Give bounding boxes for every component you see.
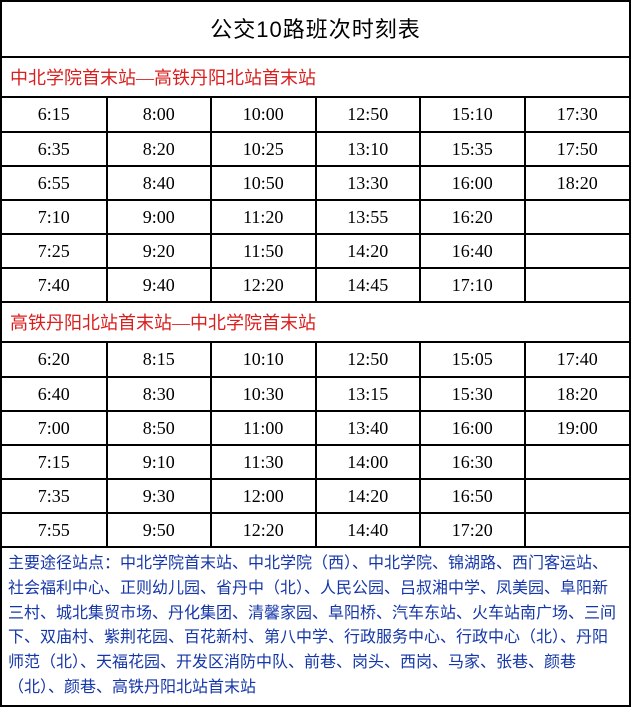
- time-cell: 12:50: [316, 98, 421, 132]
- timetable-container: 公交10路班次时刻表 中北学院首末站—高铁丹阳北站首末站 6:158:0010:…: [0, 0, 631, 707]
- time-cell: 8:15: [107, 343, 212, 377]
- time-cell: 10:25: [211, 132, 316, 166]
- time-cell: [525, 479, 630, 513]
- time-cell: 14:20: [316, 479, 421, 513]
- time-cell: 6:35: [2, 132, 107, 166]
- time-cell: 8:50: [107, 411, 212, 445]
- time-cell: 7:35: [2, 479, 107, 513]
- time-cell: 9:50: [107, 513, 212, 547]
- time-cell: 8:40: [107, 166, 212, 200]
- time-cell: 7:55: [2, 513, 107, 547]
- direction-a-table: 6:158:0010:0012:5015:1017:306:358:2010:2…: [2, 98, 629, 303]
- time-cell: 17:40: [525, 343, 630, 377]
- time-cell: 8:20: [107, 132, 212, 166]
- time-cell: 14:00: [316, 445, 421, 479]
- table-row: 6:358:2010:2513:1015:3517:50: [2, 132, 629, 166]
- notes-text: 中北学院首末站、中北学院（西）、中北学院、锦湖路、西门客运站、社会福利中心、正则…: [8, 555, 616, 696]
- time-cell: 16:50: [420, 479, 525, 513]
- time-cell: 12:20: [211, 268, 316, 302]
- time-cell: 16:40: [420, 234, 525, 268]
- time-cell: 11:20: [211, 200, 316, 234]
- time-cell: 11:30: [211, 445, 316, 479]
- table-row: 6:558:4010:5013:3016:0018:20: [2, 166, 629, 200]
- time-cell: 10:30: [211, 377, 316, 411]
- table-row: 6:408:3010:3013:1515:3018:20: [2, 377, 629, 411]
- page-title: 公交10路班次时刻表: [2, 2, 629, 58]
- time-cell: 10:00: [211, 98, 316, 132]
- time-cell: 13:15: [316, 377, 421, 411]
- time-cell: 16:00: [420, 411, 525, 445]
- table-row: 7:109:0011:2013:5516:20: [2, 200, 629, 234]
- time-cell: 11:50: [211, 234, 316, 268]
- time-cell: 15:10: [420, 98, 525, 132]
- table-row: 6:208:1510:1012:5015:0517:40: [2, 343, 629, 377]
- time-cell: [525, 200, 630, 234]
- table-row: 6:158:0010:0012:5015:1017:30: [2, 98, 629, 132]
- direction-b-table: 6:208:1510:1012:5015:0517:406:408:3010:3…: [2, 343, 629, 548]
- time-cell: 16:20: [420, 200, 525, 234]
- time-cell: 6:40: [2, 377, 107, 411]
- time-cell: 13:40: [316, 411, 421, 445]
- time-cell: [525, 234, 630, 268]
- time-cell: 12:00: [211, 479, 316, 513]
- time-cell: 13:30: [316, 166, 421, 200]
- time-cell: 17:50: [525, 132, 630, 166]
- time-cell: 17:30: [525, 98, 630, 132]
- time-cell: 10:10: [211, 343, 316, 377]
- stops-notes: 主要途径站点：中北学院首末站、中北学院（西）、中北学院、锦湖路、西门客运站、社会…: [2, 548, 629, 707]
- time-cell: 6:15: [2, 98, 107, 132]
- time-cell: 17:10: [420, 268, 525, 302]
- table-row: 7:259:2011:5014:2016:40: [2, 234, 629, 268]
- time-cell: 9:20: [107, 234, 212, 268]
- time-cell: 7:10: [2, 200, 107, 234]
- time-cell: 8:30: [107, 377, 212, 411]
- direction-b-header: 高铁丹阳北站首末站—中北学院首末站: [2, 303, 629, 343]
- time-cell: 18:20: [525, 166, 630, 200]
- time-cell: 8:00: [107, 98, 212, 132]
- time-cell: 18:20: [525, 377, 630, 411]
- time-cell: 9:30: [107, 479, 212, 513]
- direction-a-header: 中北学院首末站—高铁丹阳北站首末站: [2, 58, 629, 98]
- time-cell: 6:55: [2, 166, 107, 200]
- notes-label: 主要途径站点：: [8, 555, 120, 572]
- time-cell: 12:50: [316, 343, 421, 377]
- time-cell: 15:35: [420, 132, 525, 166]
- time-cell: [525, 445, 630, 479]
- table-row: 7:409:4012:2014:4517:10: [2, 268, 629, 302]
- time-cell: 16:00: [420, 166, 525, 200]
- table-row: 7:008:5011:0013:4016:0019:00: [2, 411, 629, 445]
- time-cell: 9:00: [107, 200, 212, 234]
- table-row: 7:559:5012:2014:4017:20: [2, 513, 629, 547]
- time-cell: 10:50: [211, 166, 316, 200]
- time-cell: [525, 268, 630, 302]
- time-cell: 15:30: [420, 377, 525, 411]
- time-cell: 13:10: [316, 132, 421, 166]
- time-cell: 7:40: [2, 268, 107, 302]
- table-row: 7:359:3012:0014:2016:50: [2, 479, 629, 513]
- time-cell: 11:00: [211, 411, 316, 445]
- time-cell: 9:40: [107, 268, 212, 302]
- time-cell: 17:20: [420, 513, 525, 547]
- time-cell: 7:25: [2, 234, 107, 268]
- time-cell: 14:45: [316, 268, 421, 302]
- time-cell: 7:00: [2, 411, 107, 445]
- time-cell: 13:55: [316, 200, 421, 234]
- time-cell: 7:15: [2, 445, 107, 479]
- time-cell: 6:20: [2, 343, 107, 377]
- time-cell: 15:05: [420, 343, 525, 377]
- time-cell: 14:40: [316, 513, 421, 547]
- time-cell: 16:30: [420, 445, 525, 479]
- time-cell: 12:20: [211, 513, 316, 547]
- table-row: 7:159:1011:3014:0016:30: [2, 445, 629, 479]
- time-cell: [525, 513, 630, 547]
- time-cell: 19:00: [525, 411, 630, 445]
- time-cell: 9:10: [107, 445, 212, 479]
- time-cell: 14:20: [316, 234, 421, 268]
